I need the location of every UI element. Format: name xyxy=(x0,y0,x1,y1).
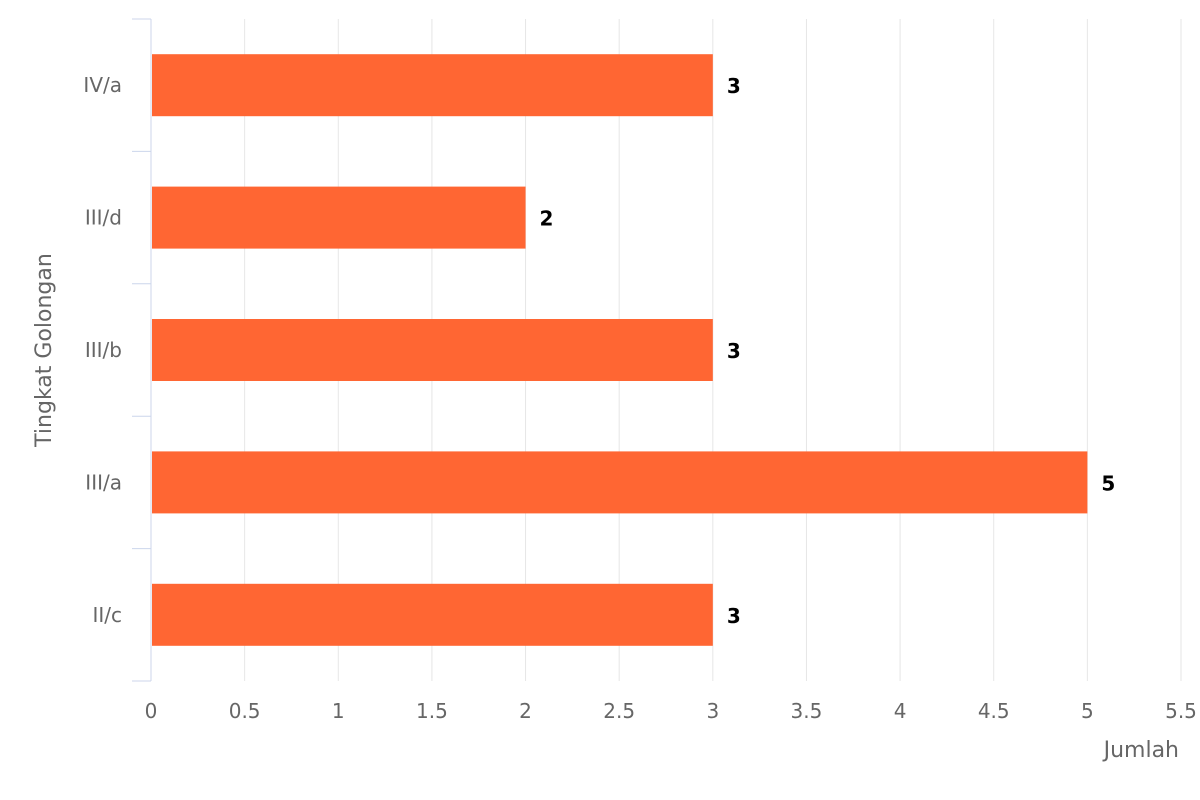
y-tick-label: III/b xyxy=(85,338,122,362)
y-tick-label: IV/a xyxy=(83,73,122,97)
x-tick-label: 0 xyxy=(145,699,158,723)
x-tick-label: 5 xyxy=(1081,699,1094,723)
bar xyxy=(152,186,526,249)
x-tick-label: 4.5 xyxy=(978,699,1010,723)
x-tick-label: 1.5 xyxy=(416,699,448,723)
y-axis-ticks: IV/a III/d III/b III/a II/c xyxy=(83,18,151,682)
x-tick-label: 3 xyxy=(706,699,719,723)
bars xyxy=(152,54,1088,646)
y-tick-label: III/d xyxy=(85,206,122,230)
y-axis-title: Tingkat Golongan xyxy=(32,253,57,448)
data-label: 3 xyxy=(727,604,741,628)
y-tick-label: II/c xyxy=(92,603,122,627)
x-axis-title: Jumlah xyxy=(1102,738,1179,763)
x-tick-label: 5.5 xyxy=(1165,699,1197,723)
x-tick-label: 1 xyxy=(332,699,345,723)
x-tick-label: 2.5 xyxy=(603,699,635,723)
bar xyxy=(152,319,713,381)
data-label: 2 xyxy=(540,207,554,231)
data-label: 3 xyxy=(727,74,741,98)
x-tick-label: 3.5 xyxy=(791,699,823,723)
bar xyxy=(152,583,713,646)
x-axis-ticks: 0 0.5 1 1.5 2 2.5 3 3.5 4 4.5 5 5.5 xyxy=(145,699,1197,723)
bar xyxy=(152,54,713,117)
x-tick-label: 4 xyxy=(894,699,907,723)
data-label: 3 xyxy=(727,339,741,363)
data-labels: 3 2 3 5 3 xyxy=(540,74,1116,628)
bar xyxy=(152,451,1088,514)
x-tick-label: 2 xyxy=(519,699,532,723)
data-label: 5 xyxy=(1101,471,1115,495)
y-tick-label: III/a xyxy=(85,470,122,494)
x-tick-label: 0.5 xyxy=(229,699,261,723)
